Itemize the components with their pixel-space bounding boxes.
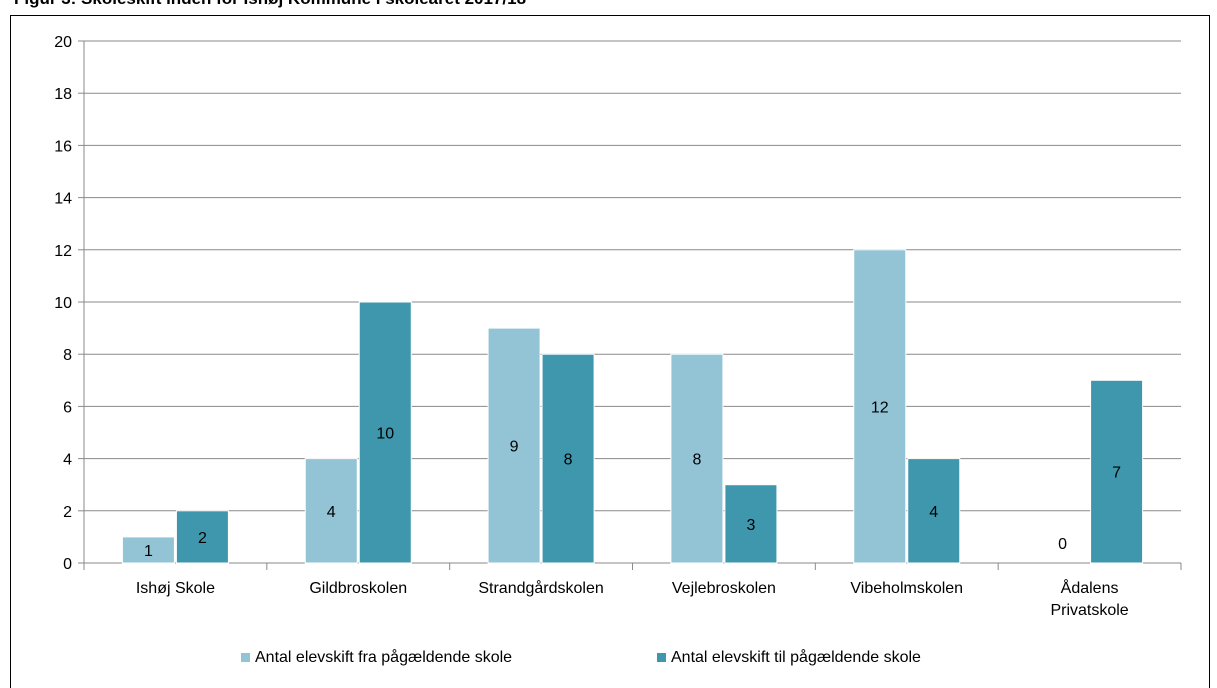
y-tick-label: 2 <box>63 504 72 521</box>
bar-til <box>1090 379 1144 564</box>
bar-fra <box>670 353 724 564</box>
legend-swatch-til <box>657 653 666 662</box>
x-category-label: Privatskole <box>1050 602 1128 619</box>
data-label: 4 <box>929 504 938 521</box>
data-label: 3 <box>746 517 755 534</box>
y-tick-label: 18 <box>54 86 72 103</box>
x-category-label: Ådalens <box>1061 578 1119 597</box>
bar-til <box>175 510 229 564</box>
figure-title: Figur 3: Skoleskift inden for Ishøj Komm… <box>14 0 526 9</box>
data-label: 7 <box>1112 465 1121 482</box>
chart-frame <box>10 15 1210 688</box>
data-label: 8 <box>564 452 573 469</box>
legend-swatch-fra <box>241 653 250 662</box>
y-tick-label: 6 <box>63 399 72 416</box>
legend-label-til: Antal elevskift til pågældende skole <box>671 648 921 666</box>
y-tick-label: 14 <box>54 191 72 208</box>
data-label: 10 <box>376 426 394 443</box>
x-category-label: Vibeholmskolen <box>850 580 963 597</box>
bar-fra <box>487 327 541 564</box>
x-category-label: Gildbroskolen <box>309 580 407 597</box>
x-category-label: Strandgårdskolen <box>478 579 603 597</box>
x-category-label: Vejlebroskolen <box>672 580 776 597</box>
y-tick-label: 4 <box>63 452 72 469</box>
y-tick-label: 0 <box>63 556 72 573</box>
y-tick-label: 20 <box>54 34 72 51</box>
bar-fra <box>853 249 907 564</box>
data-label: 0 <box>1058 536 1067 553</box>
data-label: 4 <box>327 504 336 521</box>
data-label: 12 <box>871 399 889 416</box>
bar-til <box>541 353 595 564</box>
data-label: 1 <box>144 543 153 560</box>
y-tick-label: 16 <box>54 138 72 155</box>
bar-fra <box>304 458 358 564</box>
bar-fra <box>121 536 175 564</box>
y-tick-label: 10 <box>54 295 72 312</box>
bar-til <box>358 301 412 564</box>
x-category-label: Ishøj Skole <box>136 580 215 597</box>
data-label: 8 <box>692 452 701 469</box>
legend-label-fra: Antal elevskift fra pågældende skole <box>255 648 512 666</box>
bar-til <box>907 458 961 564</box>
y-tick-label: 12 <box>54 243 72 260</box>
data-label: 9 <box>510 439 519 456</box>
data-label: 2 <box>198 530 207 547</box>
y-tick-label: 8 <box>63 347 72 364</box>
bar-til <box>724 484 778 564</box>
